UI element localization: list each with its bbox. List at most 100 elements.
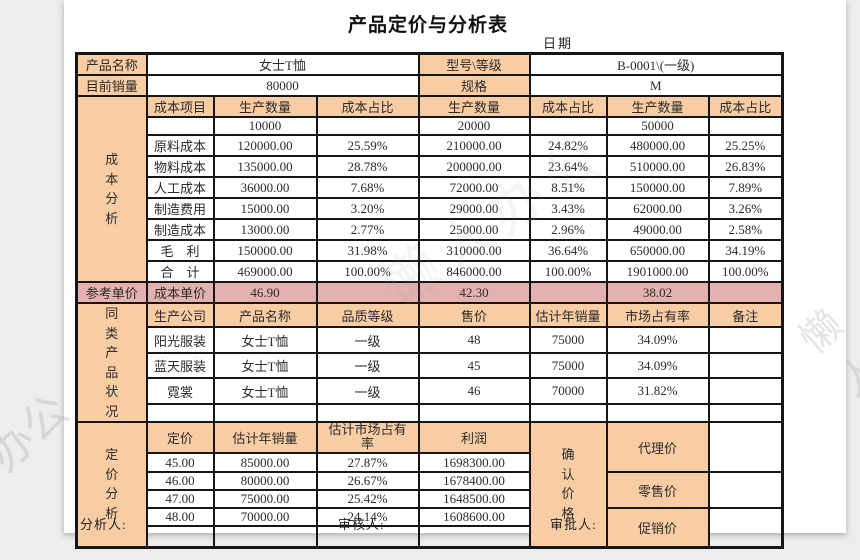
pricing-section-label: 定价分析	[75, 420, 148, 549]
empty-cell	[315, 116, 420, 136]
cost-value: 150000.00	[212, 239, 318, 262]
competitor-section-label: 同类产品状况	[75, 302, 148, 423]
agent-price-value	[707, 420, 784, 474]
cost-value: 25000.00	[417, 218, 531, 241]
cost-value: 13000.00	[212, 218, 318, 241]
pricing-est-sales: 85000.00	[212, 452, 318, 474]
pricing-share: 24.14%	[315, 507, 420, 528]
promo-price-label: 促销价	[605, 507, 710, 549]
cost-ratio: 100.00%	[315, 260, 420, 283]
cost-item-header: 成本项目	[145, 95, 215, 118]
cost-row-manufacturing-cost: 制造成本 13000.00 2.77% 25000.00 2.96% 49000…	[77, 218, 784, 241]
cost-row-labor: 人工成本 36000.00 7.68% 72000.00 8.51% 15000…	[77, 176, 784, 199]
date-label: 日期	[543, 36, 574, 51]
cost-ratio: 36.64%	[528, 239, 608, 262]
cost-row-total: 合 计 469000.00 100.00% 846000.00 100.00% …	[77, 260, 784, 283]
cost-value: 200000.00	[417, 155, 531, 178]
competitor-row: 阳光服装 女士T恤 一级 48 75000 34.09%	[77, 326, 784, 354]
competitor-est-sales: 75000	[528, 351, 608, 380]
unit-cost-1: 46.90	[212, 281, 318, 304]
pricing-profit: 1648500.00	[417, 489, 531, 510]
cost-row-raw-material: 原料成本 120000.00 25.59% 210000.00 24.82% 4…	[77, 134, 784, 157]
quantity-1: 10000	[212, 116, 318, 136]
spec-value: M	[528, 74, 784, 97]
grade-header: 品质等级	[315, 301, 420, 329]
cost-value: 36000.00	[212, 176, 318, 199]
cost-value: 150000.00	[605, 176, 710, 199]
pricing-profit: 1678400.00	[417, 471, 531, 492]
est-sales-header: 估计年销量	[528, 301, 608, 329]
company-name: 阳光服装	[145, 326, 215, 354]
empty-cell	[417, 525, 531, 549]
pricing-est-sales: 70000.00	[212, 507, 318, 528]
cost-value: 210000.00	[417, 134, 531, 157]
empty-cell	[212, 525, 318, 549]
sheet-page: 懒人办公 产品定价与分析表 日期 产品名称 女士T恤 型号\等级 B-0001\…	[64, 0, 846, 549]
cost-value: 29000.00	[417, 197, 531, 220]
info-row-sales: 目前销量 80000 规格 M	[75, 74, 784, 97]
empty-cell	[315, 525, 420, 549]
competitor-product: 女士T恤	[212, 377, 318, 405]
empty-cell	[145, 525, 215, 549]
competitor-note	[707, 351, 784, 380]
qty-header-3: 生产数量	[605, 95, 710, 118]
cost-quantity-row: 10000 20000 50000	[77, 116, 784, 136]
cost-ratio: 34.19%	[707, 239, 784, 262]
empty-cell	[707, 116, 784, 136]
empty-cell	[528, 281, 608, 304]
cost-item-label: 制造成本	[145, 218, 215, 241]
pricing-share-header: 估计市场占有率	[315, 420, 420, 455]
ratio-header-2: 成本占比	[528, 95, 608, 118]
company-name: 蓝天服装	[145, 351, 215, 380]
cost-row-materials: 物料成本 135000.00 28.78% 200000.00 23.64% 5…	[77, 155, 784, 178]
retail-price-value	[707, 471, 784, 510]
cost-value: 120000.00	[212, 134, 318, 157]
competitor-est-sales: 75000	[528, 326, 608, 354]
pricing-header-row: 定价分析 定价 估计年销量 估计市场占有率 利润 确认价格 代理价	[75, 420, 784, 549]
product-name-label: 产品名称	[75, 52, 148, 76]
cost-ratio: 31.98%	[315, 239, 420, 262]
pricing-share: 26.67%	[315, 471, 420, 492]
unit-cost-3: 38.02	[605, 281, 710, 304]
company-header: 生产公司	[145, 301, 215, 329]
competitor-note	[707, 377, 784, 405]
competitor-share: 31.82%	[605, 377, 710, 405]
cost-ratio: 25.25%	[707, 134, 784, 157]
cost-ratio: 7.68%	[315, 176, 420, 199]
cost-value: 480000.00	[605, 134, 710, 157]
cost-ratio: 3.26%	[707, 197, 784, 220]
pricing-price: 45.00	[145, 452, 215, 474]
product-name-value: 女士T恤	[145, 52, 420, 76]
promo-price-value	[707, 507, 784, 549]
competitor-header-row: 同类产品状况 生产公司 产品名称 品质等级 售价 估计年销量 市场占有率 备注	[75, 301, 784, 423]
product-header: 产品名称	[212, 301, 318, 329]
cost-value: 135000.00	[212, 155, 318, 178]
empty-cell	[315, 402, 420, 424]
agent-price-label: 代理价	[605, 420, 710, 474]
reference-price-row: 参考单价 成本单价 46.90 42.30 38.02	[75, 281, 784, 304]
competitor-product: 女士T恤	[212, 326, 318, 354]
ratio-header-3: 成本占比	[707, 95, 784, 118]
company-name: 霓裳	[145, 377, 215, 405]
competitor-empty-row	[77, 402, 784, 424]
cost-value: 1901000.00	[605, 260, 710, 283]
reviewer-label: 审核人:	[338, 517, 385, 532]
pricing-empty-row	[77, 525, 783, 549]
info-row-product: 产品名称 女士T恤 型号\等级 B-0001\(一级)	[75, 52, 784, 76]
competitor-share: 34.09%	[605, 351, 710, 380]
analyst-label: 分析人:	[80, 517, 127, 532]
cost-value: 510000.00	[605, 155, 710, 178]
cost-ratio: 24.82%	[528, 134, 608, 157]
set-price-header: 定价	[145, 420, 215, 455]
empty-cell	[417, 402, 531, 424]
competitor-note	[707, 326, 784, 354]
cost-item-label: 人工成本	[145, 176, 215, 199]
pricing-row: 46.00 80000.00 26.67% 1678400.00 零售价	[77, 471, 784, 510]
pricing-row: 45.00 85000.00 27.87% 1698300.00	[77, 452, 783, 474]
profit-header: 利润	[417, 420, 531, 455]
qty-header-2: 生产数量	[417, 95, 531, 118]
competitor-row: 霓裳 女士T恤 一级 46 70000 31.82%	[77, 377, 784, 405]
cost-ratio: 8.51%	[528, 176, 608, 199]
empty-cell	[707, 402, 784, 424]
cost-ratio: 2.96%	[528, 218, 608, 241]
